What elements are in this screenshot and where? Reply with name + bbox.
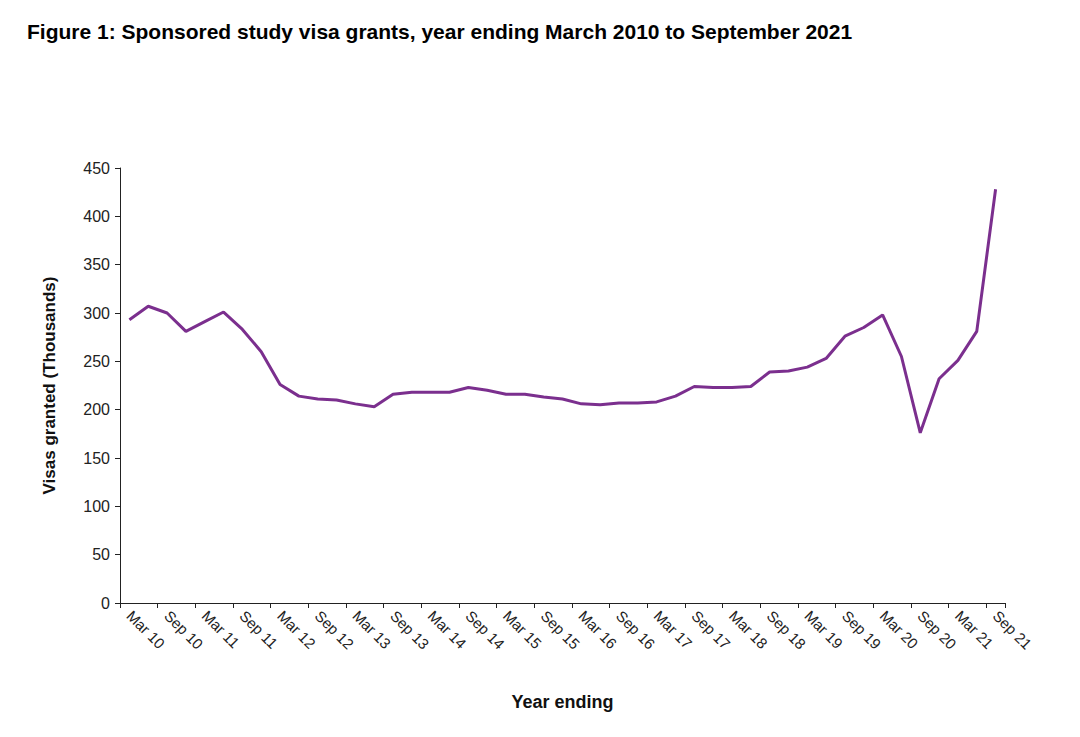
svg-text:150: 150 (83, 450, 110, 467)
svg-text:Sep 21: Sep 21 (990, 607, 1036, 653)
svg-text:Sep 13: Sep 13 (387, 607, 433, 653)
svg-text:Sep 19: Sep 19 (839, 607, 885, 653)
svg-text:Sep 14: Sep 14 (462, 607, 508, 653)
svg-text:450: 450 (83, 160, 110, 177)
svg-text:Sep 20: Sep 20 (914, 607, 960, 653)
svg-text:100: 100 (83, 498, 110, 515)
svg-text:Mar 15: Mar 15 (500, 607, 545, 652)
svg-text:0: 0 (101, 595, 110, 612)
svg-text:Sep 17: Sep 17 (688, 607, 734, 653)
svg-text:Year ending: Year ending (511, 692, 613, 712)
svg-text:Sep 18: Sep 18 (764, 607, 810, 653)
svg-text:Mar 10: Mar 10 (123, 607, 168, 652)
svg-text:50: 50 (92, 546, 110, 563)
svg-text:400: 400 (83, 208, 110, 225)
svg-text:Mar 12: Mar 12 (274, 607, 319, 652)
svg-text:Sep 15: Sep 15 (538, 607, 584, 653)
svg-text:250: 250 (83, 353, 110, 370)
svg-text:Visas granted (Thousands): Visas granted (Thousands) (40, 277, 59, 495)
svg-text:200: 200 (83, 401, 110, 418)
svg-text:Mar 18: Mar 18 (726, 607, 771, 652)
svg-text:Sep 16: Sep 16 (613, 607, 659, 653)
svg-text:Mar 16: Mar 16 (575, 607, 620, 652)
svg-text:Mar 19: Mar 19 (801, 607, 846, 652)
svg-text:Sep 12: Sep 12 (312, 607, 358, 653)
svg-text:Mar 20: Mar 20 (877, 607, 922, 652)
svg-text:Mar 13: Mar 13 (349, 607, 394, 652)
svg-text:350: 350 (83, 256, 110, 273)
svg-text:Mar 17: Mar 17 (651, 607, 696, 652)
svg-text:Mar 21: Mar 21 (952, 607, 997, 652)
svg-text:Sep 11: Sep 11 (236, 607, 281, 652)
svg-text:Sep 10: Sep 10 (161, 607, 207, 653)
svg-text:Mar 11: Mar 11 (199, 607, 243, 651)
svg-text:Mar 14: Mar 14 (425, 607, 470, 652)
svg-text:300: 300 (83, 305, 110, 322)
svg-text:Figure 1: Sponsored study visa: Figure 1: Sponsored study visa grants, y… (27, 20, 852, 43)
